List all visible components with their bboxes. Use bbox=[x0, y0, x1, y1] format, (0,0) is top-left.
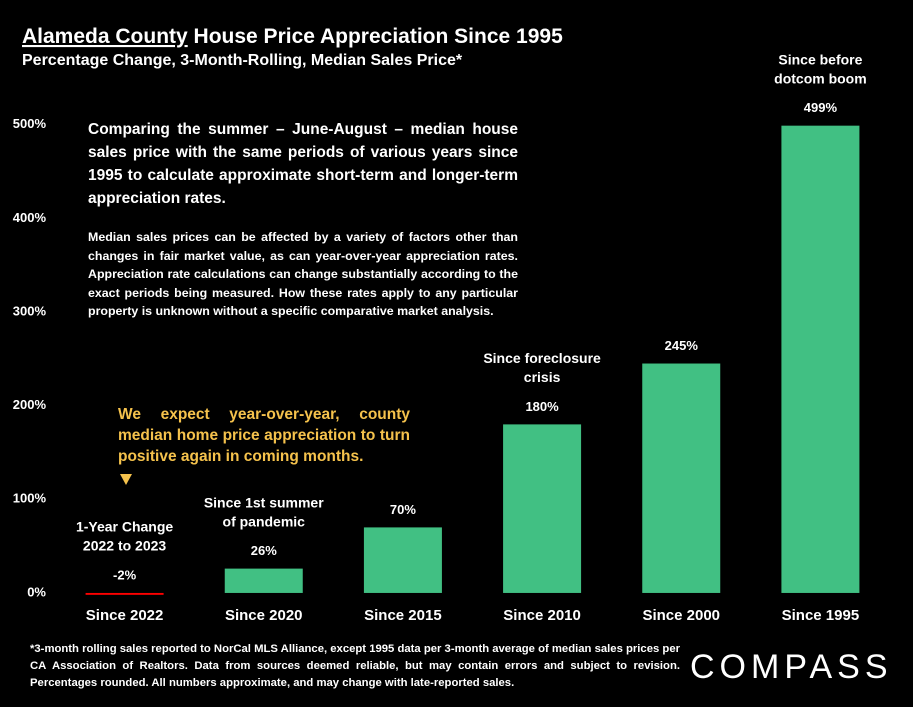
logo: COMPASS bbox=[690, 648, 893, 686]
annotation: Comparing the summer – June-August – med… bbox=[88, 121, 518, 207]
y-tick-label: 400% bbox=[13, 210, 47, 225]
value-label: 26% bbox=[251, 543, 277, 558]
x-tick-label: Since 2015 bbox=[364, 607, 442, 624]
value-label: 70% bbox=[390, 502, 416, 517]
bar-note: 2022 to 2023 bbox=[83, 538, 166, 554]
x-tick-label: Since 2000 bbox=[642, 607, 720, 624]
bar bbox=[781, 125, 860, 593]
value-label: 180% bbox=[525, 399, 559, 414]
bar-note: Since before bbox=[778, 51, 862, 67]
title-rest: House Price Appreciation Since 1995 bbox=[194, 25, 564, 48]
value-label: 245% bbox=[665, 338, 699, 353]
annotation: Median sales prices can be affected by a… bbox=[88, 230, 518, 318]
x-tick-label: Since 2022 bbox=[86, 607, 164, 624]
value-label: 499% bbox=[804, 100, 838, 115]
note-arrow bbox=[120, 474, 132, 485]
y-tick-label: 200% bbox=[13, 397, 47, 412]
y-tick-label: 300% bbox=[13, 303, 47, 318]
bar-note: 1-Year Change bbox=[76, 519, 173, 535]
bar bbox=[363, 527, 442, 593]
value-label: -2% bbox=[113, 567, 137, 582]
bar bbox=[224, 568, 303, 593]
bar-note: crisis bbox=[524, 369, 561, 385]
y-tick-label: 0% bbox=[27, 584, 46, 599]
bar-note: Since 1st summer bbox=[204, 494, 324, 510]
y-tick-label: 500% bbox=[13, 116, 47, 131]
annotation: We expect year-over-year, county median … bbox=[118, 406, 410, 465]
bar-note: Since foreclosure bbox=[483, 350, 601, 366]
bar-note: dotcom boom bbox=[774, 70, 867, 86]
y-tick-label: 100% bbox=[13, 491, 47, 506]
footnote: *3-month rolling sales reported to NorCa… bbox=[30, 643, 680, 689]
chart-subtitle: Percentage Change, 3-Month-Rolling, Medi… bbox=[22, 52, 463, 69]
bar bbox=[85, 592, 164, 595]
chart-title: Alameda County House Price Appreciation … bbox=[22, 25, 563, 48]
bar bbox=[642, 363, 721, 593]
bar-note: of pandemic bbox=[223, 513, 306, 529]
x-tick-label: Since 1995 bbox=[782, 607, 860, 624]
bar bbox=[503, 424, 582, 593]
x-tick-label: Since 2020 bbox=[225, 607, 303, 624]
x-tick-label: Since 2010 bbox=[503, 607, 581, 624]
title-underlined: Alameda County bbox=[22, 25, 188, 48]
